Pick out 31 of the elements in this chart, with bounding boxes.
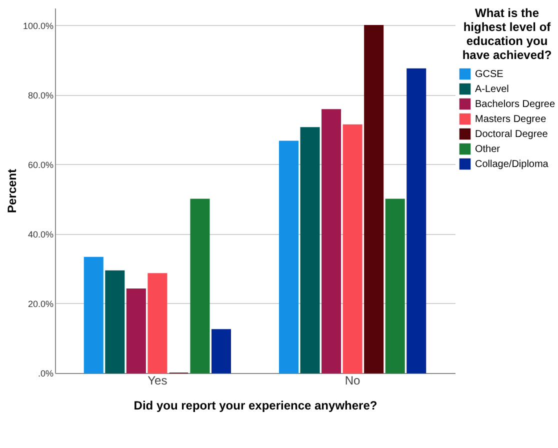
legend-label: Other [475, 144, 501, 155]
bar [126, 288, 146, 374]
y-tick-label: 80.0% [28, 90, 54, 100]
bar [84, 256, 104, 374]
bar [148, 273, 168, 374]
bar [342, 124, 362, 374]
x-tick-label: No [344, 374, 361, 388]
y-tick-label: 100.0% [22, 20, 54, 31]
legend-label: Collage/Diploma [475, 159, 549, 170]
bar [300, 127, 320, 374]
legend-label: Masters Degree [475, 114, 547, 125]
legend-label: A-Level [475, 84, 509, 95]
legend-label: Doctoral Degree [475, 129, 548, 140]
bar [105, 270, 125, 374]
x-tick-label: Yes [148, 374, 168, 388]
bar [190, 198, 210, 374]
y-tick-label: 60.0% [28, 160, 54, 170]
bar [364, 24, 384, 374]
bar [385, 198, 405, 374]
bar [278, 140, 299, 374]
x-axis-title: Did you report your experience anywhere? [134, 398, 378, 412]
legend-label: GCSE [475, 69, 504, 80]
legend-title: What is the highest level of education you have achieved? [462, 6, 552, 62]
legend-label: Bachelors Degree [475, 99, 556, 110]
y-tick-label: .0% [38, 368, 54, 378]
y-tick-label: 20.0% [28, 298, 54, 309]
y-tick-label: 40.0% [28, 229, 54, 240]
bar [211, 329, 232, 374]
y-axis-title: Percent [4, 168, 19, 214]
bar [406, 68, 426, 374]
bar [322, 109, 342, 374]
